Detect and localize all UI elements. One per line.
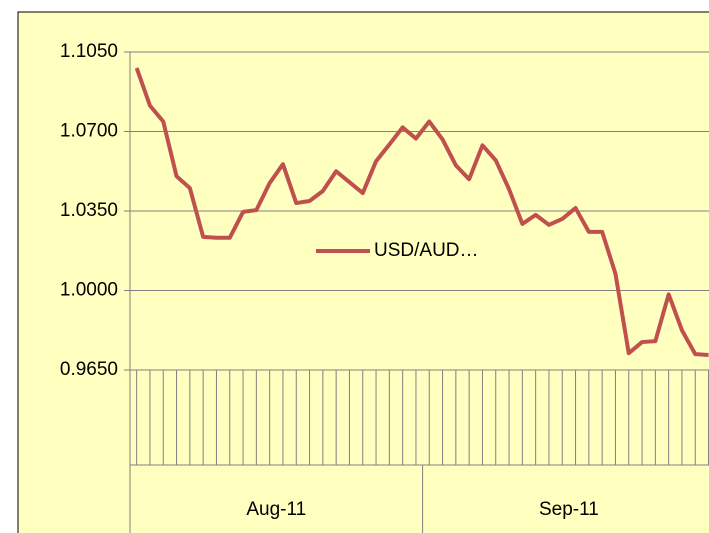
x-group-label: Aug-11 — [246, 499, 306, 520]
y-tick-label: 1.0700 — [60, 121, 118, 142]
y-tick-label: 1.0000 — [60, 280, 118, 301]
x-group-label: Sep-11 — [539, 499, 599, 520]
legend-label: USD/AUD… — [374, 240, 479, 261]
y-tick-label: 0.9650 — [60, 359, 118, 380]
y-tick-label: 1.0350 — [60, 200, 118, 221]
chart-area — [17, 11, 709, 533]
y-tick-label: 1.1050 — [60, 41, 118, 62]
data-line — [134, 67, 709, 358]
